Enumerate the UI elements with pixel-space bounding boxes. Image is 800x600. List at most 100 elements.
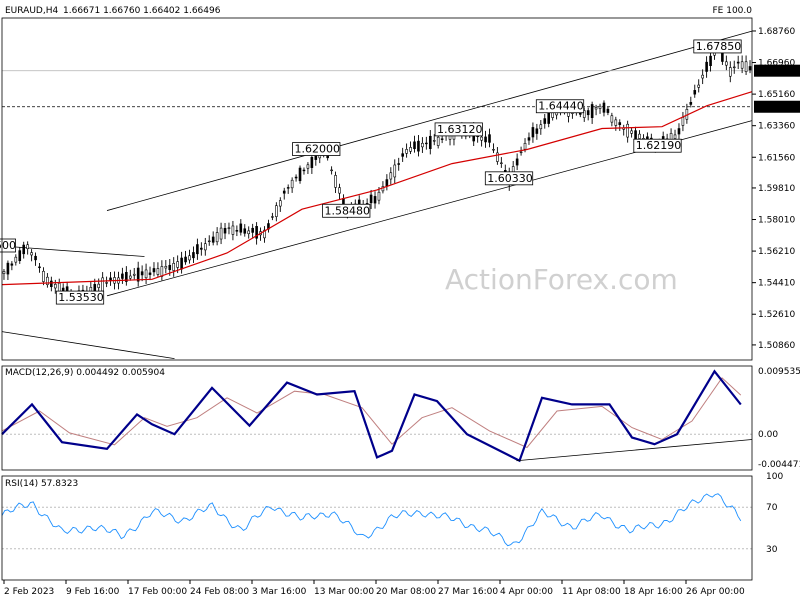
candle-body xyxy=(626,123,629,138)
candle-body xyxy=(243,228,247,234)
candle-body xyxy=(740,61,744,69)
candle-body xyxy=(22,244,26,255)
candle-body xyxy=(393,164,397,178)
candle-body xyxy=(602,102,606,113)
price-label-box xyxy=(292,142,341,156)
candle-body xyxy=(709,55,712,67)
candle-body xyxy=(46,276,49,285)
price-tick-label: 1.61560 xyxy=(758,153,795,163)
candle-body xyxy=(10,263,14,266)
candle-body xyxy=(630,130,633,134)
candle-body xyxy=(488,134,491,143)
candle-body xyxy=(223,227,227,234)
header-symbol: EURAUD,H4 xyxy=(5,6,58,16)
price-tick-label: 1.54410 xyxy=(758,279,795,289)
candle-body xyxy=(543,118,547,124)
candle-body xyxy=(18,250,22,262)
price-label: 1.53530 xyxy=(58,291,104,304)
x-tick-label: 20 Mar 08:00 xyxy=(376,587,436,597)
candle-body xyxy=(689,102,693,105)
price-tick-label: 1.50860 xyxy=(758,341,795,351)
candle-body xyxy=(436,136,440,146)
x-tick-label: 18 Apr 16:00 xyxy=(624,587,683,597)
rsi-tick-label: 70 xyxy=(766,503,778,513)
price-label: 1.60330 xyxy=(487,172,533,185)
x-tick-label: 4 Apr 00:00 xyxy=(500,587,553,597)
x-tick-label: 26 Apr 00:00 xyxy=(686,587,745,597)
candle-body xyxy=(298,167,302,182)
macd-trendline xyxy=(516,439,753,462)
price-tick-label: 1.58010 xyxy=(758,216,795,226)
price-label-box xyxy=(434,122,483,137)
candle-body xyxy=(728,67,732,77)
rsi-title: RSI(14) 57.8323 xyxy=(5,479,78,489)
candle-body xyxy=(515,158,519,166)
candle-body xyxy=(614,119,618,126)
candle-body xyxy=(582,110,586,118)
rsi-tick-label: 100 xyxy=(766,472,783,482)
candle-body xyxy=(239,223,243,233)
candle-body xyxy=(389,172,393,180)
candle-body xyxy=(369,194,373,204)
candle-body xyxy=(290,179,294,189)
candle-body xyxy=(251,227,254,233)
price-label-box xyxy=(0,238,16,253)
candle-body xyxy=(428,135,432,149)
candle-body xyxy=(180,257,183,270)
candle-body xyxy=(172,263,176,271)
price-label: 1.62000 xyxy=(295,143,341,156)
candle-body xyxy=(484,136,487,143)
header-ohlc: 1.66671 1.66760 1.66402 1.66496 xyxy=(63,6,221,16)
channel-line xyxy=(1,331,175,359)
channel-line xyxy=(1,245,145,257)
candle-body xyxy=(101,277,104,292)
candle-body xyxy=(207,240,211,243)
candle-body xyxy=(6,262,10,275)
price-panel-frame xyxy=(1,17,753,361)
candle-body xyxy=(30,252,33,256)
candle-body xyxy=(539,124,543,130)
candle-body xyxy=(263,229,266,239)
candle-body xyxy=(610,115,614,123)
candle-body xyxy=(413,141,416,150)
x-tick-label: 24 Feb 08:00 xyxy=(190,587,249,597)
price-label-box xyxy=(484,171,534,186)
macd-tick-label: 0.009535 xyxy=(758,367,800,377)
candle-body xyxy=(701,74,704,79)
candle-body xyxy=(421,142,424,148)
candle-body xyxy=(500,162,503,164)
candle-body xyxy=(215,232,219,243)
candle-body xyxy=(409,147,412,152)
candle-body xyxy=(385,179,389,187)
price-tick-label: 1.63360 xyxy=(758,122,795,132)
price-tick-label: 1.66960 xyxy=(758,59,795,69)
macd-tick-label: 0.00 xyxy=(758,430,778,440)
candle-body xyxy=(586,110,590,116)
candle-body xyxy=(148,272,152,275)
candle-body xyxy=(97,283,101,288)
candle-body xyxy=(286,187,290,189)
candle-body xyxy=(736,61,740,64)
candle-body xyxy=(531,127,535,138)
price-tick-label: 1.68760 xyxy=(758,27,795,37)
candle-body xyxy=(121,273,124,279)
candle-body xyxy=(693,90,697,95)
candle-body xyxy=(164,266,168,269)
candle-body xyxy=(140,271,144,276)
candle-body xyxy=(417,140,420,152)
candle-body xyxy=(184,256,187,263)
candle-body xyxy=(673,134,677,139)
candle-body xyxy=(496,152,499,162)
price-label: 1.64440 xyxy=(538,100,584,113)
macd-title: MACD(12,26,9) 0.004492 0.005904 xyxy=(5,368,165,378)
candle-body xyxy=(590,104,594,118)
candle-body xyxy=(275,205,278,217)
x-tick-label: 11 Apr 08:00 xyxy=(562,587,621,597)
candle-body xyxy=(136,267,140,282)
candle-body xyxy=(227,227,231,229)
candle-body xyxy=(14,256,18,263)
candle-body xyxy=(523,142,527,150)
x-tick-label: 2 Feb 2023 xyxy=(4,587,54,597)
candle-body xyxy=(219,227,223,240)
